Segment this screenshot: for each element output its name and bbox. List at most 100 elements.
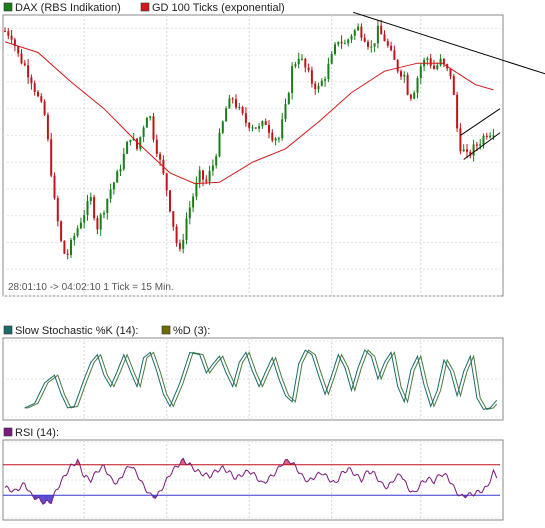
candle-body-down xyxy=(456,94,459,129)
chart-footnote: 28:01:10 -> 04:02:10 1 Tick = 15 Min. xyxy=(8,282,174,293)
trend-line xyxy=(352,11,545,75)
ema-line xyxy=(4,41,494,185)
candle-body-up xyxy=(122,153,125,170)
candle-body-up xyxy=(330,53,333,64)
candle-body-up xyxy=(320,80,323,86)
candle-body-up xyxy=(211,165,214,171)
candle-body-down xyxy=(390,45,393,51)
candle-body-down xyxy=(442,58,445,65)
rsi-plot-area xyxy=(2,439,504,521)
legend-label-dax: DAX (RBS Indikation) xyxy=(15,2,121,14)
candle-body-down xyxy=(271,132,274,141)
candle-body-up xyxy=(86,201,89,215)
trend-line xyxy=(460,108,501,136)
candle-body-down xyxy=(396,59,399,72)
candle-body-up xyxy=(221,121,224,133)
legend-swatch-d xyxy=(161,325,171,335)
candle-body-down xyxy=(60,221,63,241)
candle-body-down xyxy=(360,26,363,38)
trend-lines xyxy=(352,11,545,160)
candle-body-down xyxy=(380,25,383,35)
candle-body-up xyxy=(103,212,105,215)
candle-body-up xyxy=(373,43,376,47)
candle-body-down xyxy=(175,226,178,244)
candle-body-up xyxy=(188,207,191,219)
candle-body-down xyxy=(155,139,158,155)
candle-body-up xyxy=(479,144,482,146)
candle-body-up xyxy=(89,197,92,202)
candle-body-up xyxy=(218,132,221,157)
candle-body-up xyxy=(403,74,406,77)
candle-body-up xyxy=(337,41,340,45)
candle-body-down xyxy=(452,76,455,95)
candle-body-up xyxy=(142,127,145,137)
candle-body-down xyxy=(235,99,237,108)
candle-body-up xyxy=(462,149,465,152)
candle-body-up xyxy=(76,228,79,236)
candle-body-down xyxy=(23,63,26,66)
candle-body-up xyxy=(472,144,475,156)
rsi-levels xyxy=(3,464,500,496)
candle-body-up xyxy=(370,46,373,48)
candle-body-up xyxy=(228,98,231,109)
candle-body-up xyxy=(291,66,294,94)
candle-body-up xyxy=(145,117,148,128)
candle-body-up xyxy=(297,58,300,65)
candle-body-up xyxy=(413,92,416,99)
candle-body-down xyxy=(400,71,402,77)
candle-body-up xyxy=(287,93,290,104)
candle-body-down xyxy=(40,96,43,102)
candle-body-down xyxy=(409,94,412,99)
candle-body-down xyxy=(50,139,53,176)
candle-body-up xyxy=(225,108,228,122)
candle-body-up xyxy=(198,170,201,183)
candle-body-up xyxy=(79,222,82,229)
candle-body-down xyxy=(96,218,99,230)
candle-body-down xyxy=(383,34,386,42)
candle-body-up xyxy=(106,198,109,213)
candle-body-up xyxy=(350,35,353,40)
candle-body-up xyxy=(119,169,122,172)
candle-body-down xyxy=(429,58,432,66)
candle-body-up xyxy=(357,26,360,31)
candle-body-up xyxy=(419,66,422,79)
candle-body-up xyxy=(149,116,152,118)
candle-body-up xyxy=(482,135,485,145)
candle-body-down xyxy=(136,138,138,149)
candle-body-up xyxy=(261,121,264,127)
price-grid xyxy=(3,15,500,297)
legend-swatch-k xyxy=(3,325,13,335)
candle-body-down xyxy=(202,170,204,180)
candle-body-down xyxy=(13,39,16,47)
rsi-line xyxy=(4,457,498,505)
candle-body-down xyxy=(248,122,251,128)
candle-body-up xyxy=(274,138,277,141)
price-legend: DAX (RBS Indikation) GD 100 Ticks (expon… xyxy=(3,2,285,14)
legend-label-k: Slow Stochastic %K (14): xyxy=(15,325,139,337)
legend-swatch-ema xyxy=(140,2,150,12)
candle-body-up xyxy=(492,135,495,137)
candle-body-down xyxy=(172,211,175,227)
candle-body-up xyxy=(317,85,320,90)
candle-body-down xyxy=(165,173,168,191)
candle-body-up xyxy=(376,25,379,44)
candle-body-down xyxy=(304,58,307,68)
stoch-k-line xyxy=(24,349,498,410)
candle-body-down xyxy=(469,151,472,156)
candle-body-down xyxy=(53,175,56,199)
candle-body-down xyxy=(307,67,310,71)
candle-body-down xyxy=(63,240,66,254)
candle-body-down xyxy=(459,128,462,152)
legend-swatch-rsi xyxy=(3,427,13,437)
candle-body-down xyxy=(393,50,396,60)
candle-body-down xyxy=(27,65,30,78)
candle-body-down xyxy=(33,83,36,92)
stoch-legend: Slow Stochastic %K (14): %D (3): xyxy=(3,325,210,337)
candle-body-up xyxy=(258,126,261,129)
candle-body-up xyxy=(139,136,142,149)
candle-body-up xyxy=(192,196,195,208)
candle-body-up xyxy=(182,239,185,249)
legend-label-ema: GD 100 Ticks (exponential) xyxy=(152,2,285,14)
candle-body-down xyxy=(46,114,49,140)
